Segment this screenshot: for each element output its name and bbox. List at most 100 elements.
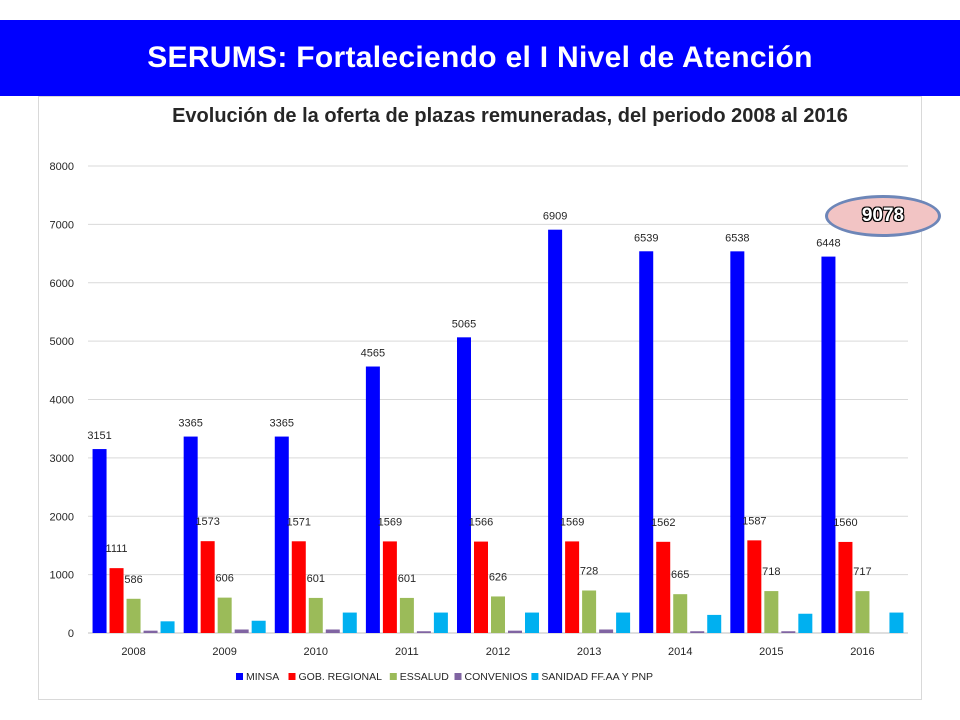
bar — [798, 613, 813, 633]
data-label: 3151 — [87, 430, 111, 442]
data-label: 1566 — [469, 517, 493, 529]
x-tick-label: 2016 — [850, 646, 874, 658]
bar — [342, 612, 357, 633]
data-label: 601 — [307, 573, 325, 585]
legend-swatch — [236, 673, 243, 680]
bar — [821, 256, 836, 633]
bar — [707, 614, 722, 633]
header-banner: SERUMS: Fortaleciendo el I Nivel de Aten… — [0, 20, 960, 96]
bar — [855, 591, 870, 633]
bar — [234, 629, 249, 633]
data-label: 665 — [671, 569, 689, 581]
bar — [308, 597, 323, 633]
bar — [217, 597, 232, 633]
bar — [143, 630, 158, 633]
bar — [656, 541, 671, 633]
data-label: 1569 — [378, 516, 402, 528]
bar — [160, 621, 175, 633]
data-label: 717 — [853, 566, 871, 578]
data-label: 5065 — [452, 318, 476, 330]
bar — [416, 631, 431, 633]
data-label: 6909 — [543, 211, 567, 223]
bar — [730, 251, 745, 634]
bar — [126, 598, 141, 633]
y-tick-label: 8000 — [50, 161, 74, 173]
bar — [616, 612, 631, 633]
bar — [92, 449, 107, 633]
bar — [183, 436, 198, 633]
bar — [673, 594, 688, 633]
data-label: 728 — [580, 566, 598, 578]
x-tick-label: 2012 — [486, 646, 510, 658]
bar — [457, 337, 471, 633]
data-label: 606 — [215, 573, 233, 585]
bar — [474, 541, 488, 633]
x-tick-label: 2009 — [212, 646, 236, 658]
bar — [399, 597, 414, 633]
bar — [433, 612, 448, 633]
x-tick-label: 2013 — [577, 646, 601, 658]
y-tick-label: 3000 — [50, 453, 74, 465]
data-label: 1560 — [833, 517, 857, 529]
data-label: 3365 — [270, 418, 294, 430]
data-label: 3365 — [178, 418, 202, 430]
slide-title: SERUMS: Fortaleciendo el I Nivel de Aten… — [147, 41, 813, 74]
legend-label: ESSALUD — [400, 671, 449, 683]
legend-swatch — [389, 673, 397, 680]
total-callout: 9078 — [825, 195, 941, 237]
data-label: 718 — [762, 566, 780, 578]
data-label: 1111 — [106, 543, 128, 555]
y-tick-label: 7000 — [50, 219, 74, 231]
legend-label: GOB. REGIONAL — [299, 671, 383, 683]
bar — [889, 612, 904, 633]
data-label: 6448 — [816, 238, 840, 250]
y-tick-label: 4000 — [50, 395, 74, 407]
bar — [582, 590, 597, 633]
bar — [274, 436, 289, 633]
bar — [109, 568, 124, 633]
legend-swatch — [454, 673, 462, 680]
bar — [508, 630, 522, 633]
x-tick-label: 2010 — [304, 646, 328, 658]
data-label: 4565 — [361, 348, 385, 360]
data-label: 6539 — [634, 232, 658, 244]
data-label: 1587 — [742, 515, 766, 527]
legend-label: MINSA — [246, 671, 279, 683]
bar — [525, 612, 539, 633]
bar — [838, 541, 853, 633]
bar — [639, 251, 654, 633]
bar — [200, 541, 215, 633]
bar — [365, 366, 380, 633]
data-label: 1571 — [287, 516, 311, 528]
y-tick-label: 0 — [68, 628, 74, 640]
y-tick-label: 2000 — [50, 511, 74, 523]
legend-swatch — [531, 673, 539, 680]
bar — [382, 541, 397, 633]
bar — [764, 591, 779, 633]
x-tick-label: 2008 — [121, 646, 145, 658]
y-tick-label: 5000 — [50, 336, 74, 348]
data-label: 1573 — [195, 516, 219, 528]
x-tick-label: 2015 — [759, 646, 783, 658]
bar — [251, 620, 266, 633]
bar — [747, 540, 762, 633]
bar — [565, 541, 580, 633]
legend-label: SANIDAD FF.AA Y PNP — [541, 671, 653, 683]
legend-swatch — [288, 673, 296, 680]
y-tick-label: 1000 — [50, 570, 74, 582]
bar — [491, 596, 505, 633]
x-tick-label: 2011 — [395, 646, 419, 658]
chart-title: Evolución de la oferta de plazas remuner… — [172, 105, 848, 127]
bar — [781, 631, 796, 633]
x-tick-label: 2014 — [668, 646, 692, 658]
bar — [548, 229, 563, 633]
bar — [599, 629, 614, 633]
data-label: 1569 — [560, 516, 584, 528]
bar — [690, 631, 705, 633]
legend-label: CONVENIOS — [465, 671, 528, 683]
data-label: 601 — [398, 573, 416, 585]
data-label: 586 — [124, 574, 142, 586]
data-label: 6538 — [725, 232, 749, 244]
bar — [291, 541, 306, 633]
